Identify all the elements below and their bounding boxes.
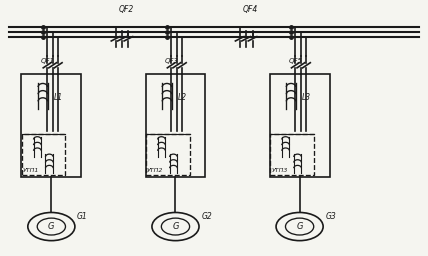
Bar bbox=[22, 134, 65, 175]
Bar bbox=[21, 74, 81, 177]
Text: QF4: QF4 bbox=[243, 5, 258, 14]
Bar bbox=[270, 134, 314, 175]
Text: G2: G2 bbox=[201, 212, 212, 221]
Text: G: G bbox=[296, 222, 303, 231]
Text: QF3: QF3 bbox=[165, 58, 179, 65]
Text: QF2: QF2 bbox=[119, 5, 134, 14]
Text: УТП1: УТП1 bbox=[23, 168, 39, 173]
Text: УТП2: УТП2 bbox=[147, 168, 163, 173]
Text: L3: L3 bbox=[302, 93, 311, 102]
Bar bbox=[270, 74, 330, 177]
Bar bbox=[146, 134, 190, 175]
Text: QF5: QF5 bbox=[289, 58, 303, 65]
Text: G: G bbox=[48, 222, 55, 231]
Bar bbox=[146, 74, 205, 177]
Text: QF1: QF1 bbox=[41, 58, 55, 65]
Text: L2: L2 bbox=[178, 93, 187, 102]
Text: L1: L1 bbox=[54, 93, 62, 102]
Text: G3: G3 bbox=[325, 212, 336, 221]
Text: УТП3: УТП3 bbox=[271, 168, 288, 173]
Text: G1: G1 bbox=[77, 212, 88, 221]
Text: G: G bbox=[172, 222, 179, 231]
